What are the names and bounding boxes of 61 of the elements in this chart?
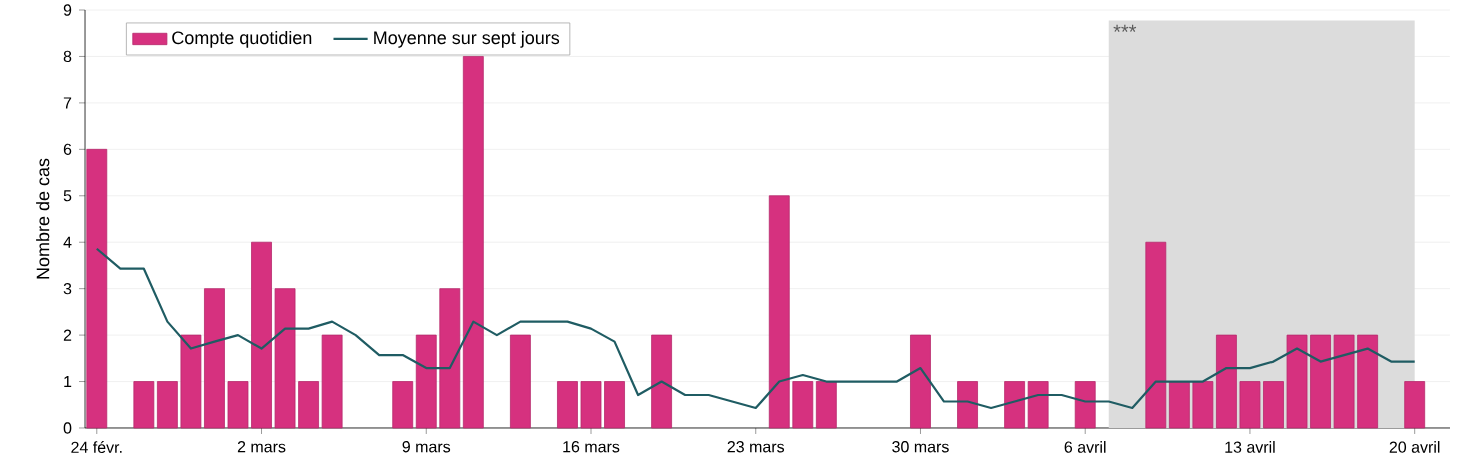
y-axis-title: Nombre de cas [36,158,50,279]
y-tick-label: 1 [64,376,72,388]
bar [462,56,484,429]
bar [957,381,978,429]
x-tick-label: 24 févr. [71,441,122,453]
bar [1404,381,1426,429]
bar [1192,381,1214,429]
bar [1286,334,1308,429]
y-tick-label: 0 [63,422,72,434]
bar [298,381,319,429]
bar [133,381,155,429]
bar [604,381,625,429]
y-tick-label: 8 [63,50,72,63]
bar [1263,381,1284,429]
legend-label: Compte quotidien [172,30,312,48]
y-tick-label: 5 [63,190,72,202]
x-tick-label: 13 avril [1225,441,1275,453]
bar [180,334,202,429]
y-tick-label: 3 [63,283,72,295]
bar [1239,381,1261,429]
y-tick-label: 2 [63,329,72,341]
bar [1216,334,1237,429]
bar [274,288,296,429]
x-tick-label: 23 mars [727,441,785,453]
bar [321,334,343,429]
y-tick-label: 4 [63,236,72,248]
y-tick-label: 9 [63,4,72,16]
bar [415,334,437,429]
bar [815,381,837,429]
x-tick-label: 9 mars [402,441,451,453]
bar [1310,334,1331,429]
y-tick-label: 7 [63,97,72,109]
bar [1004,381,1026,429]
bar [1145,241,1167,429]
bar [1333,334,1355,429]
x-tick-label: 30 mars [892,441,949,453]
x-tick-label: 2 mars [237,441,286,453]
bar [651,334,673,429]
bar [1074,381,1096,429]
bar [580,381,602,429]
bar [227,381,249,429]
bar [557,381,578,429]
bar [910,334,931,429]
bar [392,381,414,429]
bar [251,241,272,429]
bar [204,288,225,429]
band-label: *** [1113,24,1137,32]
bar [86,148,108,429]
bar [792,381,814,429]
bar [768,195,790,429]
x-tick-label: 16 mars [563,441,620,453]
bar [510,334,531,429]
bar [156,381,178,429]
bar [439,288,461,429]
y-tick-label: 6 [63,143,72,155]
bar [1168,381,1190,429]
legend-label: Moyenne sur sept jours [374,30,560,48]
x-tick-label: 6 avril [1064,441,1106,453]
x-tick-label: 20 avril [1389,441,1440,453]
bar [1357,334,1379,429]
bar [1027,381,1049,429]
